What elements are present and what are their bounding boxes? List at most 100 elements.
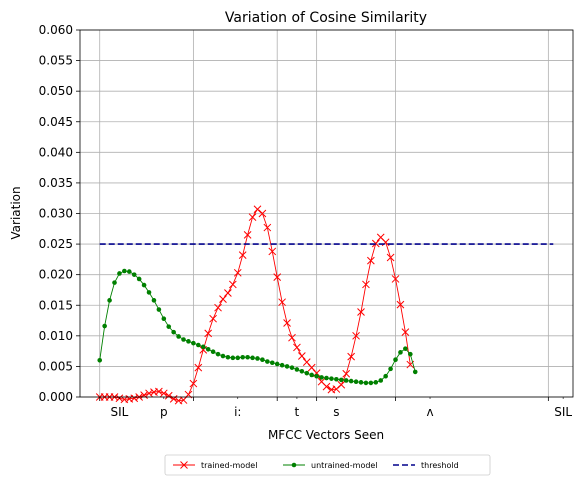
data-point-trained-model: [145, 389, 153, 398]
data-point-untrained-model: [294, 367, 300, 372]
data-point-untrained-model: [240, 354, 245, 360]
x-tick-label: p: [160, 405, 168, 419]
data-point-untrained-model: [141, 282, 147, 288]
x-axis: SIL p i: t s ʌ SIL: [99, 397, 572, 419]
series-line-trained-model: [99, 208, 411, 402]
data-point-untrained-model: [112, 280, 117, 285]
legend: trained-model untrained-model threshold: [164, 454, 491, 476]
data-point-untrained-model: [338, 377, 344, 383]
x-tick-label: ʌ: [426, 405, 433, 419]
data-point-trained-model: [224, 289, 232, 297]
data-point-untrained-model: [166, 324, 172, 329]
data-point-trained-model: [268, 247, 277, 256]
x-tick-label: SIL: [111, 405, 129, 419]
y-tick-label: 0.030: [39, 207, 73, 221]
data-point-untrained-model: [408, 351, 413, 357]
data-point-trained-model: [357, 308, 365, 316]
data-point-untrained-model: [319, 375, 324, 380]
data-point-untrained-model: [343, 378, 349, 383]
data-point-untrained-model: [358, 380, 364, 385]
data-point-untrained-model: [230, 355, 236, 361]
data-point-trained-model: [248, 213, 257, 222]
data-point-untrained-model: [117, 271, 122, 276]
data-point-untrained-model: [368, 380, 374, 386]
data-point-trained-model: [391, 275, 400, 283]
data-point-trained-model: [367, 256, 375, 265]
data-point-untrained-model: [378, 378, 384, 383]
data-point-trained-model: [243, 231, 252, 239]
series-layer: [95, 205, 554, 405]
data-point-untrained-model: [324, 375, 329, 381]
y-tick-label: 0.055: [39, 54, 73, 68]
x-tick-label: SIL: [554, 405, 572, 419]
legend-box: [164, 454, 491, 476]
y-tick-label: 0.060: [39, 23, 73, 37]
legend-entry-threshold: threshold: [393, 461, 459, 470]
x-axis-label: MFCC Vectors Seen: [268, 428, 384, 442]
data-point-untrained-model: [220, 353, 226, 359]
data-point-untrained-model: [205, 346, 211, 352]
data-point-trained-model: [155, 387, 163, 396]
data-point-untrained-model: [136, 276, 142, 282]
data-point-untrained-model: [196, 342, 201, 348]
data-point-untrained-model: [329, 376, 334, 381]
data-point-trained-model: [214, 303, 222, 312]
data-point-untrained-model: [107, 298, 112, 303]
data-point-trained-model: [396, 300, 405, 309]
data-point-untrained-model: [348, 378, 354, 384]
data-point-untrained-model: [186, 339, 191, 344]
legend-label: untrained-model: [311, 461, 378, 470]
data-point-trained-model: [337, 380, 346, 389]
data-point-untrained-model: [245, 354, 250, 360]
data-point-untrained-model: [412, 369, 418, 375]
data-point-untrained-model: [284, 364, 290, 369]
data-point-untrained-model: [250, 355, 255, 361]
data-point-untrained-model: [131, 272, 137, 277]
data-point-trained-model: [386, 253, 395, 262]
data-point-untrained-model: [127, 269, 132, 274]
data-point-trained-model: [297, 352, 306, 360]
data-point-untrained-model: [102, 323, 107, 329]
data-point-untrained-model: [171, 329, 176, 335]
data-point-untrained-model: [161, 316, 167, 322]
data-point-untrained-model: [373, 380, 379, 385]
data-point-trained-model: [159, 389, 168, 398]
data-point-trained-model: [342, 369, 351, 378]
data-point-untrained-model: [269, 360, 275, 366]
data-point-untrained-model: [151, 298, 157, 303]
data-point-trained-model: [164, 391, 173, 400]
x-tick-label: i:: [234, 405, 241, 419]
data-point-trained-model: [273, 273, 282, 281]
grid: [80, 29, 573, 398]
data-point-trained-model: [371, 239, 380, 248]
data-point-trained-model: [228, 280, 237, 289]
data-point-trained-model: [258, 209, 267, 218]
y-tick-label: 0.040: [39, 145, 73, 159]
data-point-trained-model: [352, 331, 360, 340]
data-point-trained-model: [219, 295, 227, 303]
x-tick-label: t: [295, 405, 300, 419]
data-point-untrained-model: [97, 358, 103, 363]
y-tick-label: 0.050: [39, 84, 73, 98]
data-point-trained-model: [140, 391, 148, 400]
data-point-trained-model: [169, 394, 178, 403]
y-tick-label: 0.025: [39, 237, 73, 251]
y-axis-label: Variation: [9, 186, 23, 239]
data-point-untrained-model: [388, 366, 393, 372]
data-point-trained-model: [278, 298, 286, 307]
data-point-untrained-model: [156, 307, 162, 312]
data-point-trained-model: [347, 352, 356, 361]
data-point-untrained-model: [191, 340, 196, 346]
data-point-trained-model: [204, 329, 213, 338]
data-point-untrained-model: [279, 362, 285, 368]
data-point-untrained-model: [265, 359, 270, 364]
y-tick-label: 0.035: [39, 176, 73, 190]
data-point-trained-model: [283, 319, 291, 327]
chart-title: Variation of Cosine Similarity: [225, 10, 427, 26]
data-point-untrained-model: [398, 350, 403, 355]
y-tick-label: 0.045: [39, 115, 73, 129]
data-point-trained-model: [322, 382, 331, 391]
data-point-untrained-model: [299, 369, 305, 374]
legend-label: trained-model: [201, 461, 257, 470]
